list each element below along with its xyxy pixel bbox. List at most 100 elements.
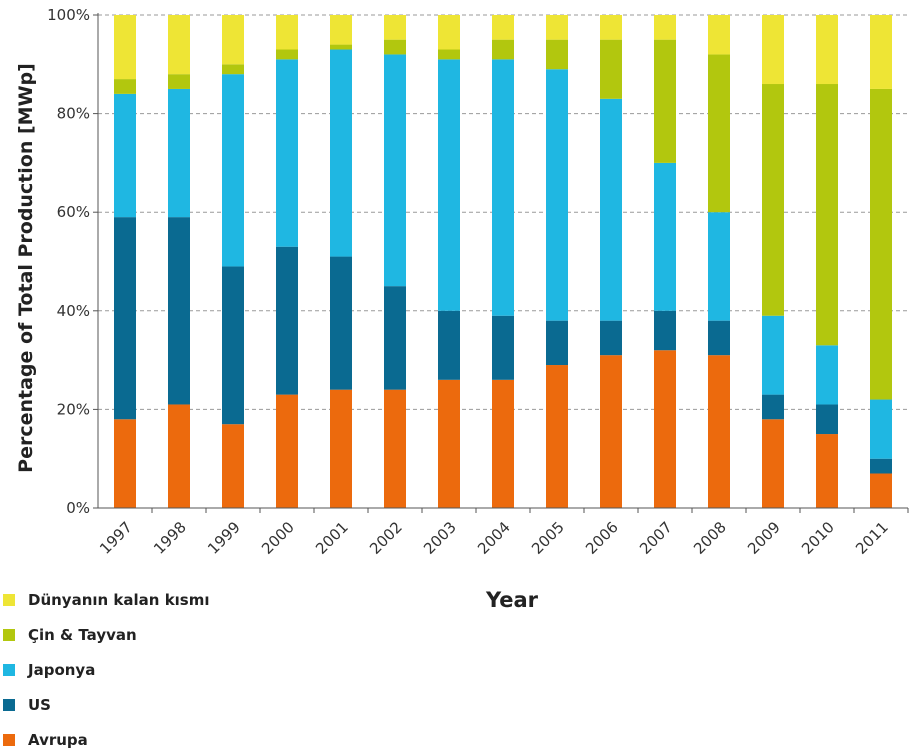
- legend-swatch: [3, 734, 15, 746]
- y-tick-label: 20%: [57, 400, 90, 418]
- bar-segment: [870, 15, 892, 89]
- bar-segment: [276, 49, 298, 60]
- legend-item: Dünyanın kalan kısmı: [3, 591, 210, 609]
- x-tick-label: 2010: [798, 518, 838, 558]
- x-tick-label: 1997: [96, 518, 136, 558]
- bar-segment: [384, 39, 406, 55]
- bar-segment: [600, 355, 622, 508]
- y-tick-label: 100%: [47, 6, 90, 24]
- x-tick-label: 2005: [528, 518, 568, 558]
- bar-segment: [168, 15, 190, 75]
- bar-segment: [492, 39, 514, 60]
- y-tick-label: 40%: [57, 302, 90, 320]
- bar-segment: [708, 320, 730, 356]
- legend: Dünyanın kalan kısmı Çin & Tayvan Japonya U…: [3, 591, 210, 749]
- bar-segment: [546, 320, 568, 366]
- y-tick-label: 0%: [66, 499, 90, 517]
- bar-segment: [114, 217, 136, 420]
- bar-segment: [168, 74, 190, 89]
- x-tick-label: 1999: [204, 518, 244, 558]
- legend-swatch: [3, 699, 15, 711]
- legend-label: Çin & Tayvan: [28, 626, 137, 644]
- bar-segment: [870, 473, 892, 508]
- axes: [93, 13, 909, 513]
- bar-segment: [708, 355, 730, 508]
- bar-segment: [330, 256, 352, 390]
- bar-segment: [546, 39, 568, 70]
- bar-segment: [330, 15, 352, 45]
- bar-segment: [816, 345, 838, 405]
- bar-segment: [384, 54, 406, 287]
- bar-segment: [600, 15, 622, 40]
- bar-segment: [384, 15, 406, 40]
- bar-segment: [168, 217, 190, 405]
- bar-segment: [546, 15, 568, 40]
- bar-segment: [222, 424, 244, 508]
- bar-segment: [222, 266, 244, 425]
- x-tick-label: 1998: [150, 518, 190, 558]
- bar-segment: [114, 419, 136, 508]
- bar-segment: [816, 84, 838, 346]
- bar-segment: [276, 59, 298, 247]
- y-axis-label: Percentage of Total Production [MWp]: [15, 63, 37, 473]
- x-tick-label: 2006: [582, 518, 622, 558]
- y-tick-label: 80%: [57, 105, 90, 123]
- bar-segment: [492, 15, 514, 40]
- bar-segment: [384, 286, 406, 390]
- bar-segment: [870, 88, 892, 400]
- bar-segment: [492, 315, 514, 380]
- bar-segment: [654, 162, 676, 311]
- bar-segment: [168, 404, 190, 508]
- x-tick-label: 2002: [366, 518, 406, 558]
- bar-segment: [708, 212, 730, 321]
- bar-segment: [222, 64, 244, 75]
- bar-segment: [654, 350, 676, 508]
- bar-segment: [438, 59, 460, 311]
- legend-swatch: [3, 629, 15, 641]
- bar-segment: [438, 15, 460, 50]
- bar-segment: [438, 49, 460, 60]
- y-tick-labels: 0% 20% 40% 60% 80% 100%: [47, 6, 90, 517]
- x-tick-label: 2003: [420, 518, 460, 558]
- legend-label: US: [28, 696, 51, 714]
- x-tick-label: 2004: [474, 518, 514, 558]
- bar-segment: [276, 394, 298, 508]
- bar-segment: [276, 246, 298, 395]
- bar-segment: [816, 434, 838, 508]
- bar-segment: [114, 93, 136, 218]
- bar-segment: [654, 15, 676, 40]
- bar-segment: [222, 15, 244, 65]
- bar-segment: [384, 389, 406, 508]
- bar-segment: [546, 69, 568, 321]
- bar-segment: [708, 15, 730, 55]
- bar-segment: [762, 419, 784, 508]
- bar-segment: [600, 39, 622, 99]
- legend-item: Japonya: [3, 661, 95, 679]
- bar-segment: [222, 74, 244, 267]
- bar-segment: [654, 39, 676, 163]
- bar-segment: [276, 15, 298, 50]
- bar-segment: [330, 44, 352, 50]
- bar-segment: [816, 404, 838, 435]
- bar-segment: [330, 49, 352, 257]
- x-tick-label: 2009: [744, 518, 784, 558]
- legend-label: Dünyanın kalan kısmı: [28, 591, 210, 609]
- bar-segment: [870, 399, 892, 459]
- bar-segment: [762, 84, 784, 316]
- bar-segment: [762, 394, 784, 420]
- legend-label: Avrupa: [28, 731, 88, 749]
- bar-segment: [492, 379, 514, 508]
- bar-segment: [654, 310, 676, 351]
- bar-segment: [762, 315, 784, 395]
- x-tick-labels: 1997 1998 1999 2000 2001 2002 2003 2004 2005 2006…: [96, 518, 892, 558]
- bar-segment: [492, 59, 514, 316]
- bar-segment: [600, 98, 622, 321]
- y-tick-label: 60%: [57, 203, 90, 221]
- legend-swatch: [3, 664, 15, 676]
- bar-segment: [762, 15, 784, 85]
- x-axis-label: Year: [485, 588, 539, 612]
- x-tick-label: 2007: [636, 518, 676, 558]
- x-tick-label: 2008: [690, 518, 730, 558]
- bar-segment: [816, 15, 838, 85]
